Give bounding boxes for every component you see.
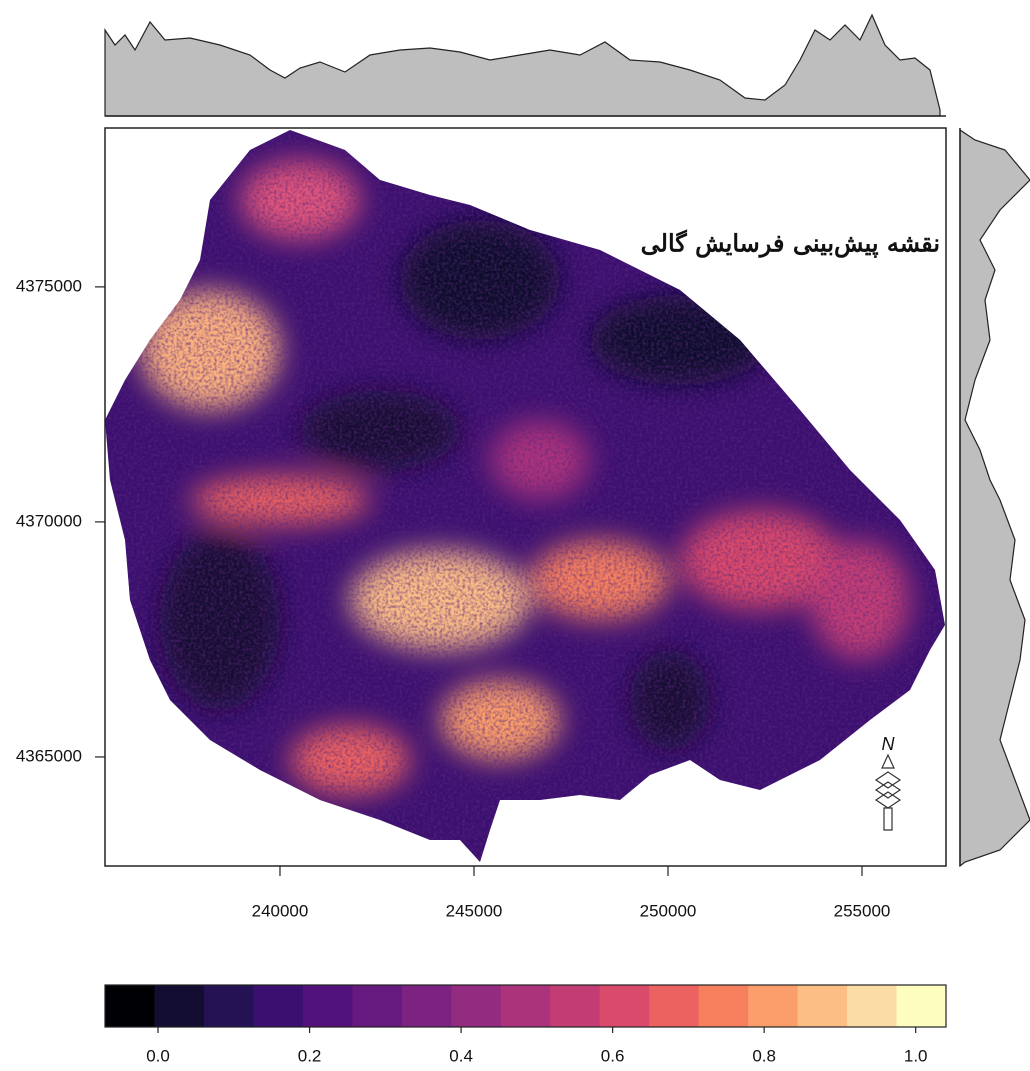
color-bin: [550, 985, 600, 1027]
colorbar-tick-label: 0.2: [298, 1046, 322, 1065]
color-bin: [451, 985, 501, 1027]
figure: نقشه پیش‌بینی فرسایش گالی N 240000 245000…: [0, 0, 1030, 1066]
color-bin: [798, 985, 848, 1027]
page: {"map": { "title": "نقشه پیش‌بینی فرسایش…: [0, 0, 1030, 1066]
y-tick-label: 4375000: [16, 276, 82, 295]
color-bin: [501, 985, 551, 1027]
north-label: N: [882, 734, 896, 754]
colorbar-tick-label: 0.6: [601, 1046, 625, 1065]
color-bin: [303, 985, 353, 1027]
colorbar-tick-label: 0.4: [449, 1046, 473, 1065]
x-tick-label: 255000: [834, 901, 891, 920]
color-bin: [600, 985, 650, 1027]
color-bin: [897, 985, 947, 1027]
color-bin: [699, 985, 749, 1027]
color-bin: [402, 985, 452, 1027]
right-marginal: [960, 130, 1030, 866]
map-title: نقشه پیش‌بینی فرسایش گالی: [641, 229, 940, 259]
x-tick-label: 245000: [446, 901, 503, 920]
x-tick-label: 240000: [252, 901, 309, 920]
north-arrow: N: [876, 734, 900, 830]
color-bin: [105, 985, 155, 1027]
colorbar-tick-label: 0.0: [146, 1046, 170, 1065]
colorbar-tick-label: 1.0: [904, 1046, 928, 1065]
color-bin: [253, 985, 303, 1027]
color-bin: [649, 985, 699, 1027]
color-bin: [748, 985, 798, 1027]
color-bin: [352, 985, 402, 1027]
color-bin: [847, 985, 897, 1027]
colorbar-tick-label: 0.8: [752, 1046, 776, 1065]
color-bin: [204, 985, 254, 1027]
y-tick-label: 4370000: [16, 511, 82, 530]
y-tick-label: 4365000: [16, 746, 82, 765]
x-tick-label: 250000: [640, 901, 697, 920]
top-marginal: [105, 15, 940, 116]
color-bin: [154, 985, 204, 1027]
